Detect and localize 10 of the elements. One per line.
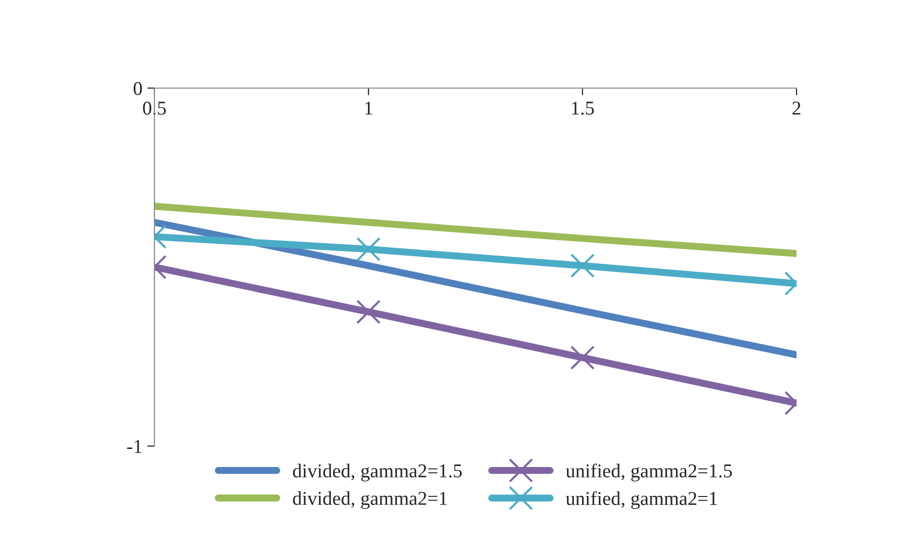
legend-label: unified, gamma2=1.5: [566, 464, 732, 482]
x-tick-label: 0.5: [143, 102, 166, 115]
legend-label: divided, gamma2=1.5: [292, 464, 462, 482]
legend-label: unified, gamma2=1: [566, 491, 717, 510]
x-tick-label: 1.5: [572, 102, 594, 115]
y-tick-label: -1: [127, 440, 142, 453]
x-tick-label: 1: [365, 102, 372, 115]
y-tick-label: 0: [134, 82, 142, 96]
x-tick-label: 2: [792, 102, 800, 115]
legend-label: divided, gamma2=1: [292, 491, 447, 509]
